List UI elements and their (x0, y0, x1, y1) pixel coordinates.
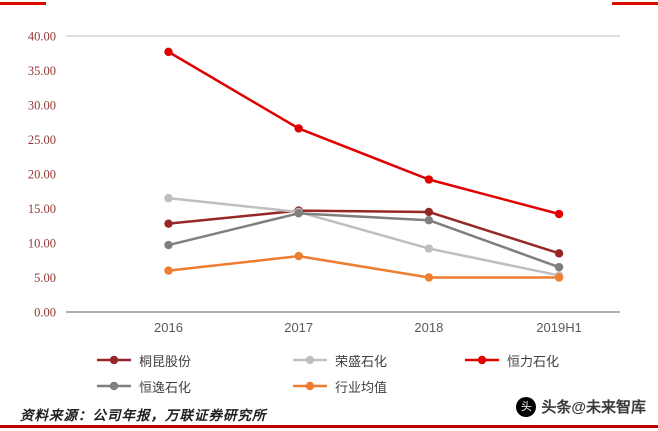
data-point-marker (294, 124, 303, 133)
y-axis-tick-label: 15.00 (28, 202, 56, 216)
legend-item-2: 恒力石化 (464, 352, 614, 369)
data-point-marker (554, 273, 564, 282)
watermark-text: 头条@未来智库 (541, 399, 646, 416)
y-axis-tick-label: 0.00 (34, 306, 56, 320)
data-point-marker (294, 251, 303, 261)
line-chart: 0.00 5.00 10.00 15.00 20.00 25.00 30.00 35.00 40… (28, 30, 620, 335)
y-axis-tick-label: 25.00 (28, 133, 56, 147)
series-line-0 (167, 209, 561, 255)
data-point-marker (424, 175, 434, 184)
legend-marker-icon (465, 355, 499, 365)
x-axis-tick-label: 2017 (284, 320, 313, 335)
data-point-marker (164, 193, 173, 203)
data-point-marker (554, 262, 564, 272)
legend-item-1: 荣盛石化 (292, 352, 464, 369)
source-note: 资料来源：公司年报，万联证券研究所 (20, 408, 267, 423)
data-point-marker (164, 240, 173, 250)
legend-marker-icon (97, 381, 131, 391)
data-point-marker (424, 216, 434, 225)
data-point-marker (164, 266, 173, 275)
legend-label: 荣盛石化 (335, 353, 388, 369)
x-axis-tick-label: 2018 (414, 320, 443, 335)
top-left-accent-bar (0, 2, 46, 5)
legend-label: 恒逸石化 (139, 379, 192, 395)
legend-label: 桐昆股份 (139, 353, 192, 369)
data-point-marker (164, 219, 173, 228)
data-point-marker (554, 249, 564, 258)
series-line-2 (167, 50, 561, 216)
y-axis-tick-label: 30.00 (28, 99, 56, 113)
legend-marker-icon (293, 355, 327, 365)
legend-label: 行业均值 (335, 379, 388, 395)
y-axis-tick-label: 20.00 (28, 168, 56, 182)
data-point-marker (424, 207, 434, 217)
legend-marker-icon (97, 355, 131, 365)
series-line-1 (167, 196, 561, 277)
legend-item-3: 恒逸石化 (96, 378, 292, 395)
y-axis-tick-label: 35.00 (28, 64, 56, 78)
series-line-4 (167, 254, 561, 279)
y-axis-tick-label: 5.00 (34, 271, 56, 285)
x-axis-tick-label: 2016 (154, 320, 183, 335)
data-point-marker (164, 47, 173, 57)
x-axis-tick-label: 2019H1 (536, 320, 582, 335)
chart-legend: 桐昆股份 荣盛石化 恒力石化恒逸石化 行业均值 (96, 352, 614, 395)
data-point-marker (424, 273, 434, 282)
toutiao-logo-glyph: 头 (520, 400, 532, 413)
bottom-accent-line (0, 425, 658, 428)
legend-marker-icon (293, 381, 327, 391)
legend-item-0: 桐昆股份 (96, 352, 292, 369)
legend-item-4: 行业均值 (292, 378, 464, 395)
data-point-marker (294, 209, 303, 218)
legend-label: 恒力石化 (507, 353, 560, 369)
series-line-3 (167, 212, 561, 269)
data-point-marker (554, 209, 564, 219)
y-axis-tick-label: 40.00 (28, 30, 56, 44)
top-right-accent-bar (612, 2, 658, 5)
toutiao-logo-icon: 头 (516, 396, 537, 417)
y-axis-tick-label: 10.00 (28, 237, 56, 251)
watermark: 头 头条@未来智库 (516, 396, 646, 417)
data-point-marker (424, 244, 434, 253)
